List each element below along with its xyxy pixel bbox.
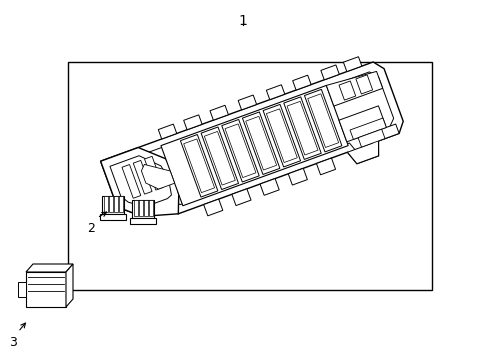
Polygon shape xyxy=(357,129,384,147)
Polygon shape xyxy=(222,120,259,182)
Polygon shape xyxy=(149,200,153,216)
Polygon shape xyxy=(266,109,297,162)
Polygon shape xyxy=(158,124,176,139)
Polygon shape xyxy=(104,196,108,212)
Polygon shape xyxy=(263,104,300,167)
Polygon shape xyxy=(183,115,202,130)
Polygon shape xyxy=(224,124,255,177)
Text: 3: 3 xyxy=(9,336,17,349)
Polygon shape xyxy=(139,200,142,216)
Polygon shape xyxy=(144,156,163,190)
Polygon shape xyxy=(231,189,250,206)
Polygon shape xyxy=(134,200,138,216)
Polygon shape xyxy=(119,196,123,212)
Polygon shape xyxy=(183,139,214,193)
Polygon shape xyxy=(266,85,284,100)
Polygon shape xyxy=(343,57,361,72)
Polygon shape xyxy=(349,118,386,139)
Polygon shape xyxy=(102,196,124,214)
Polygon shape xyxy=(132,200,154,218)
Polygon shape xyxy=(114,196,118,212)
Polygon shape xyxy=(100,214,126,220)
Polygon shape xyxy=(141,165,174,189)
Polygon shape xyxy=(101,148,178,216)
Polygon shape xyxy=(307,94,338,148)
Polygon shape xyxy=(204,131,235,185)
Polygon shape xyxy=(122,165,141,198)
Polygon shape xyxy=(287,168,307,185)
Polygon shape xyxy=(245,116,276,170)
Polygon shape xyxy=(338,106,386,142)
Polygon shape xyxy=(292,75,310,90)
Polygon shape xyxy=(338,81,355,100)
Text: 2: 2 xyxy=(87,222,95,235)
Polygon shape xyxy=(283,97,321,159)
Polygon shape xyxy=(260,179,279,195)
Polygon shape xyxy=(66,264,73,307)
Text: 1: 1 xyxy=(238,14,247,28)
Polygon shape xyxy=(355,75,372,94)
Polygon shape xyxy=(347,124,398,164)
Polygon shape xyxy=(18,282,26,297)
Polygon shape xyxy=(101,62,403,216)
Polygon shape xyxy=(109,196,113,212)
Polygon shape xyxy=(325,71,382,106)
Polygon shape xyxy=(26,272,66,307)
Polygon shape xyxy=(133,161,152,194)
Polygon shape xyxy=(316,158,335,175)
Polygon shape xyxy=(320,65,339,80)
Polygon shape xyxy=(286,101,317,155)
Polygon shape xyxy=(68,62,431,290)
Polygon shape xyxy=(304,89,341,152)
Polygon shape xyxy=(26,264,73,272)
Polygon shape xyxy=(143,200,148,216)
Polygon shape xyxy=(203,199,223,216)
Polygon shape xyxy=(130,218,156,224)
Polygon shape xyxy=(238,95,256,110)
Polygon shape xyxy=(201,127,238,189)
Polygon shape xyxy=(209,105,228,120)
Polygon shape xyxy=(242,112,279,175)
Polygon shape xyxy=(161,85,347,206)
Polygon shape xyxy=(110,156,171,207)
Polygon shape xyxy=(110,72,393,207)
Polygon shape xyxy=(180,135,218,197)
